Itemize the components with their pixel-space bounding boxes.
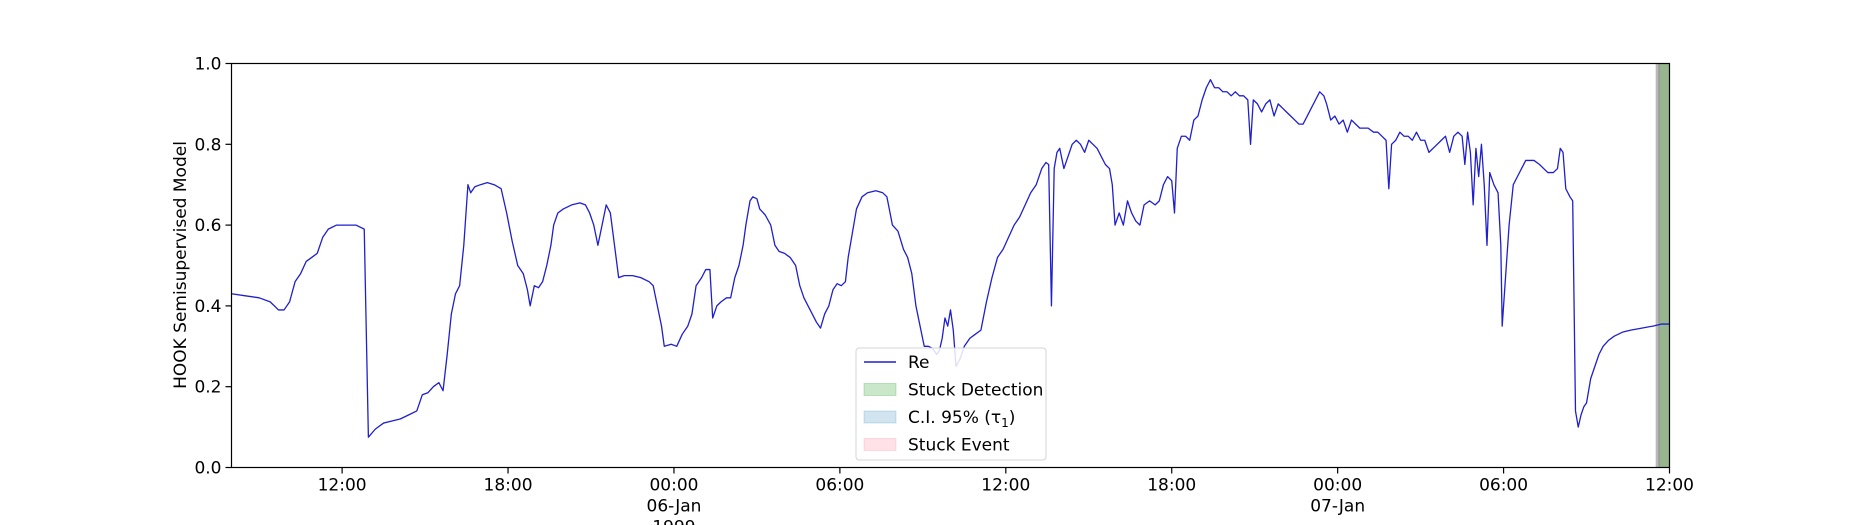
shaded-regions [1655, 63, 1670, 468]
x-tick-label: 06:00 [1479, 476, 1528, 496]
x-tick-label: 1999 [652, 518, 695, 525]
legend: Re Stuck Detection C.I. 95% (τ1) Stuck Even… [855, 347, 1047, 461]
legend-item-ci: C.I. 95% (τ1) [863, 408, 1015, 430]
x-tick-label: 12:00 [1645, 476, 1694, 496]
x-tick-label: 06-Jan [647, 497, 702, 517]
legend-label: Stuck Detection [908, 381, 1043, 401]
y-tick-label: 0.2 [194, 378, 221, 398]
plot-frame [230, 62, 1671, 469]
y-tick-label: 0.0 [194, 459, 221, 479]
x-tick-label: 07-Jan [1310, 497, 1365, 517]
legend-swatch [863, 438, 897, 451]
x-tick-label: 06:00 [815, 476, 864, 496]
y-axis-label: HOOK Semisupervised Model [171, 141, 191, 389]
legend-box [855, 347, 1047, 461]
x-tick-label: 00:00 [649, 476, 698, 496]
series-layer [231, 79, 1670, 438]
x-tick-label: 12:00 [318, 476, 367, 496]
x-tick-label: 12:00 [981, 476, 1030, 496]
y-axis: 0.0 0.2 0.4 0.6 0.8 1.0 [194, 55, 232, 479]
x-axis: 12:0018:0000:0006-Jan199906:0012:0018:00… [318, 467, 1694, 525]
y-tick-label: 0.4 [194, 297, 221, 317]
legend-swatch [863, 410, 897, 424]
series-line-re [231, 79, 1670, 438]
legend-label: C.I. 95% (τ1) [908, 408, 1015, 430]
x-tick-label: 18:00 [484, 476, 533, 496]
legend-label: Re [908, 353, 930, 373]
x-tick-label: 00:00 [1313, 476, 1362, 496]
legend-item-re: Re [864, 353, 930, 373]
legend-label: Stuck Event [908, 436, 1010, 456]
legend-swatch [863, 383, 897, 396]
y-tick-label: 1.0 [194, 55, 221, 75]
legend-item-stuck_detection: Stuck Detection [863, 381, 1043, 401]
y-tick-label: 0.6 [194, 216, 221, 236]
shaded-region-ci [1655, 63, 1660, 468]
legend-item-stuck_event: Stuck Event [863, 436, 1010, 456]
shaded-region-stuck_detection [1658, 63, 1670, 468]
y-tick-label: 0.8 [194, 135, 221, 155]
x-tick-label: 18:00 [1147, 476, 1196, 496]
